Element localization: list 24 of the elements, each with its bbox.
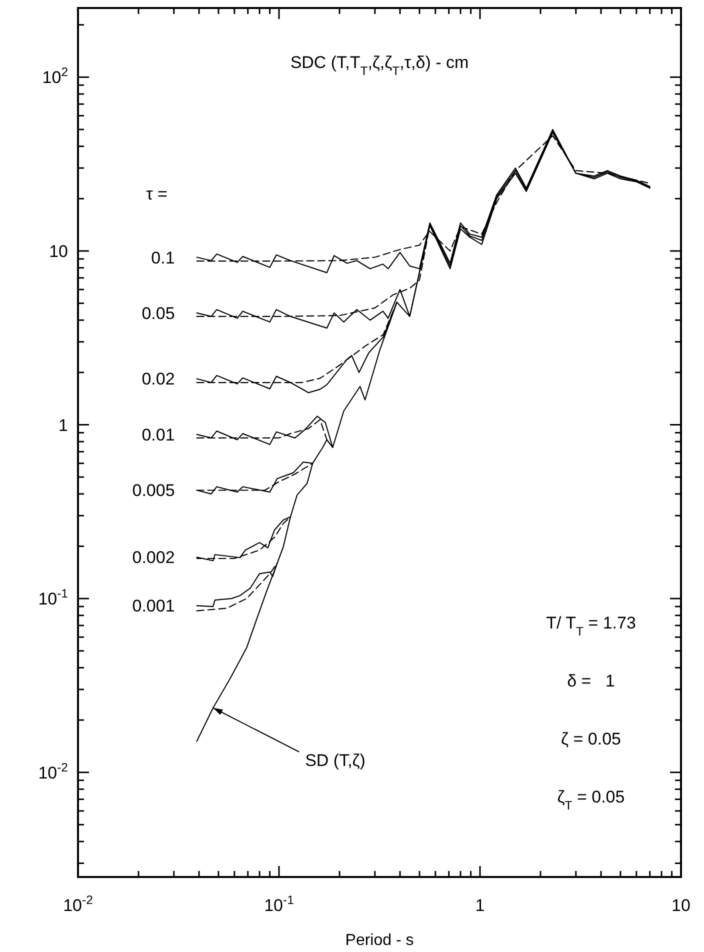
x-axis-title: Period - s xyxy=(345,932,414,949)
y-tick-label: 10$^{2}$ xyxy=(42,65,68,88)
text: SD (T,ζ) xyxy=(305,750,366,770)
series-label: 0.02 xyxy=(142,370,175,389)
series-label: 0.1 xyxy=(151,248,175,268)
y-tick-label: 10 xyxy=(49,242,68,261)
x-tick-label: 10$^{-1}$ xyxy=(264,893,294,915)
series-label: 0.05 xyxy=(142,304,175,323)
x-tick-label: 10 xyxy=(672,896,690,915)
annotation: τ = xyxy=(146,184,168,204)
annotation: δ = 1 xyxy=(567,672,615,691)
annotation: ζ$_{T}$ = 0.05 xyxy=(557,788,625,813)
annotation: T/ T$_{T}$ = 1.73 xyxy=(546,614,636,639)
series-label: 0.001 xyxy=(132,596,175,616)
x-tick-label: 1 xyxy=(475,896,485,915)
series-label: 0.005 xyxy=(132,481,175,500)
text: SDC (T,T$_{T}$,ζ,ζ$_{T}$,τ,δ) - cm xyxy=(290,53,469,78)
series-label: 0.01 xyxy=(142,425,175,444)
y-tick-label: 1 xyxy=(58,416,68,435)
series-label: 0.002 xyxy=(132,548,175,568)
annotation: ζ = 0.05 xyxy=(561,730,621,749)
y-tick-label: 10$^{-1}$ xyxy=(38,586,68,609)
y-tick-label: 10$^{-2}$ xyxy=(38,760,68,782)
x-tick-label: 10$^{-2}$ xyxy=(63,893,94,915)
